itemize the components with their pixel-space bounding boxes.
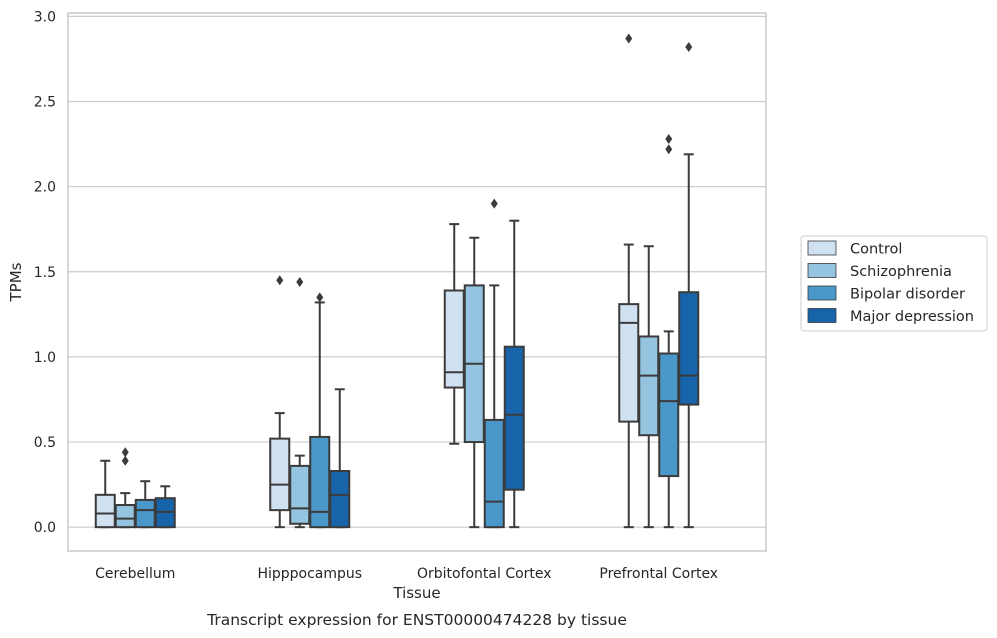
grid-lines xyxy=(68,15,766,528)
box-schizophrenia xyxy=(463,236,485,529)
boxes xyxy=(94,33,700,529)
outlier-point xyxy=(665,144,673,155)
box-schizophrenia xyxy=(638,245,660,529)
outlier-point xyxy=(625,33,633,44)
outlier-point xyxy=(121,447,129,458)
y-tick-label: 0.5 xyxy=(34,435,56,451)
x-tick-label: Cerebellum xyxy=(95,566,175,582)
legend-label: Major depression xyxy=(850,309,974,325)
chart-caption: Transcript expression for ENST0000047422… xyxy=(206,611,627,629)
x-tick-label: Prefrontal Cortex xyxy=(599,566,718,582)
legend-swatch xyxy=(807,240,837,256)
x-tick-label: Hipppocampus xyxy=(257,566,362,582)
y-axis-ticks: 0.0 0.5 1.0 1.5 2.0 2.5 3.0 xyxy=(34,9,56,536)
outlier-point xyxy=(276,275,284,286)
box-bipolar-disorder xyxy=(134,480,156,529)
legend-swatch xyxy=(807,285,837,301)
legend: Control Schizophrenia Bipolar disorder Majo… xyxy=(800,235,988,332)
legend-label: Schizophrenia xyxy=(850,264,952,280)
box-body xyxy=(329,469,351,529)
y-tick-label: 1.5 xyxy=(34,265,56,281)
x-axis-title: Tissue xyxy=(392,584,440,602)
y-tick-label: 0.0 xyxy=(34,520,56,536)
y-axis-title: TPMs xyxy=(7,262,25,302)
box-body xyxy=(483,418,505,529)
box-body xyxy=(269,437,291,512)
plot-frame xyxy=(67,12,767,552)
legend-swatch xyxy=(807,263,837,278)
box-bipolar-disorder xyxy=(658,133,680,529)
box-body xyxy=(289,464,311,525)
outlier-point xyxy=(490,198,498,209)
outlier-point xyxy=(685,42,693,53)
box-body xyxy=(678,291,700,406)
y-tick-label: 3.0 xyxy=(34,9,56,25)
box-body xyxy=(658,352,680,478)
legend-frame xyxy=(800,235,988,332)
outlier-point xyxy=(665,133,673,144)
box-body xyxy=(114,504,136,529)
box-body xyxy=(134,498,156,529)
box-major-depression xyxy=(329,388,351,529)
box-schizophrenia xyxy=(289,277,311,529)
box-major-depression xyxy=(503,219,525,529)
box-body xyxy=(309,435,331,529)
box-major-depression xyxy=(154,485,176,529)
y-tick-label: 1.0 xyxy=(34,350,56,366)
box-body xyxy=(618,303,640,423)
box-body xyxy=(94,493,116,529)
outlier-point xyxy=(296,277,304,287)
box-control xyxy=(443,223,465,445)
y-tick-label: 2.0 xyxy=(34,180,56,196)
x-tick-label: Orbitofontal Cortex xyxy=(417,566,552,582)
box-major-depression xyxy=(678,42,700,529)
box-control xyxy=(618,33,640,529)
outlier-point xyxy=(316,292,324,303)
box-bipolar-disorder xyxy=(483,198,505,529)
box-bipolar-disorder xyxy=(309,292,331,529)
x-axis-ticks: Cerebellum Hipppocampus Orbitofontal Corte… xyxy=(95,566,718,582)
outlier-point xyxy=(121,455,129,466)
legend-swatch xyxy=(807,308,837,323)
legend-label: Control xyxy=(850,242,902,258)
box-body xyxy=(638,335,660,437)
box-schizophrenia xyxy=(114,447,136,529)
y-tick-label: 2.5 xyxy=(34,95,56,111)
box-control xyxy=(269,275,291,529)
legend-label: Bipolar disorder xyxy=(850,287,965,303)
box-control xyxy=(94,459,116,529)
box-body xyxy=(503,345,525,491)
